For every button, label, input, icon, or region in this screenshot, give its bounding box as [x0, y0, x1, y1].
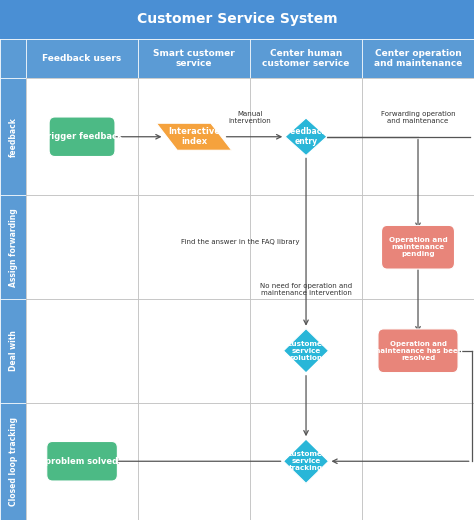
FancyBboxPatch shape: [138, 402, 250, 520]
Polygon shape: [156, 123, 232, 150]
FancyBboxPatch shape: [0, 299, 26, 402]
Text: Operation and
maintenance has been
resolved: Operation and maintenance has been resol…: [373, 341, 463, 361]
Text: Customer
service
tracking: Customer service tracking: [286, 451, 326, 471]
FancyBboxPatch shape: [138, 299, 250, 402]
FancyBboxPatch shape: [250, 402, 362, 520]
FancyBboxPatch shape: [0, 0, 474, 39]
FancyBboxPatch shape: [49, 117, 115, 157]
FancyBboxPatch shape: [362, 78, 474, 196]
FancyBboxPatch shape: [362, 402, 474, 520]
FancyBboxPatch shape: [0, 196, 26, 299]
FancyBboxPatch shape: [138, 39, 250, 78]
FancyBboxPatch shape: [378, 329, 458, 373]
Text: Feedback users: Feedback users: [43, 54, 122, 63]
FancyBboxPatch shape: [26, 39, 138, 78]
Text: Smart customer
service: Smart customer service: [153, 49, 235, 68]
FancyBboxPatch shape: [250, 39, 362, 78]
FancyBboxPatch shape: [250, 299, 362, 402]
FancyBboxPatch shape: [362, 196, 474, 299]
FancyBboxPatch shape: [362, 39, 474, 78]
Polygon shape: [283, 329, 328, 373]
FancyBboxPatch shape: [0, 78, 26, 196]
FancyBboxPatch shape: [0, 402, 26, 520]
Text: No need for operation and
maintenance intervention: No need for operation and maintenance in…: [260, 283, 352, 296]
Text: Trigger feedback: Trigger feedback: [42, 132, 122, 141]
Text: Feedback
entry: Feedback entry: [285, 127, 327, 147]
Text: Forwarding operation
and maintenance: Forwarding operation and maintenance: [381, 111, 456, 124]
Polygon shape: [285, 118, 327, 155]
Text: Customer
service
solution: Customer service solution: [286, 341, 326, 361]
Text: Customer Service System: Customer Service System: [137, 12, 337, 27]
FancyBboxPatch shape: [250, 78, 362, 196]
Text: Closed loop tracking: Closed loop tracking: [9, 417, 18, 506]
Polygon shape: [283, 439, 328, 484]
FancyBboxPatch shape: [26, 196, 138, 299]
Text: Operation and
maintenance
pending: Operation and maintenance pending: [389, 237, 447, 257]
FancyBboxPatch shape: [382, 225, 455, 269]
Text: Find the answer in the FAQ library: Find the answer in the FAQ library: [182, 239, 300, 245]
FancyBboxPatch shape: [138, 196, 250, 299]
FancyBboxPatch shape: [0, 39, 26, 78]
FancyBboxPatch shape: [362, 299, 474, 402]
FancyBboxPatch shape: [47, 441, 118, 481]
Text: Assign forwarding: Assign forwarding: [9, 208, 18, 287]
FancyBboxPatch shape: [138, 78, 250, 196]
Text: feedback: feedback: [9, 117, 18, 157]
Text: Center operation
and maintenance: Center operation and maintenance: [374, 49, 462, 68]
Text: Interactive
index: Interactive index: [168, 127, 220, 147]
Text: problem solved: problem solved: [46, 457, 118, 466]
FancyBboxPatch shape: [26, 299, 138, 402]
FancyBboxPatch shape: [26, 78, 138, 196]
FancyBboxPatch shape: [250, 196, 362, 299]
FancyBboxPatch shape: [26, 402, 138, 520]
Text: Deal with: Deal with: [9, 330, 18, 371]
Text: Manual
intervention: Manual intervention: [228, 111, 272, 124]
Text: Center human
customer service: Center human customer service: [262, 49, 350, 68]
